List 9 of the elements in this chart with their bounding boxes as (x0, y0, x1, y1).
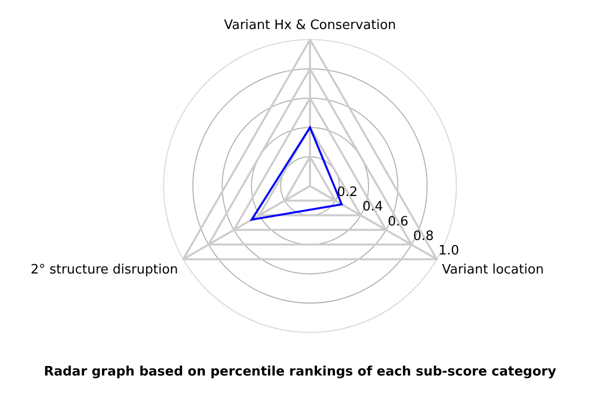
y-tick-label: 0.2 (337, 185, 358, 200)
y-tick-label: 0.6 (388, 214, 408, 230)
spoke-label: Variant Hx & Conservation (224, 18, 396, 34)
spoke-label: 2° structure disruption (30, 262, 178, 278)
spoke-label: Variant location (442, 262, 544, 278)
y-tick-label: 0.8 (413, 228, 434, 244)
text: Radar graph based on percentile rankings of each sub-score category (44, 364, 557, 380)
y-tick-label: 0.4 (362, 200, 384, 215)
y-tick-label: 1.0 (438, 244, 460, 259)
